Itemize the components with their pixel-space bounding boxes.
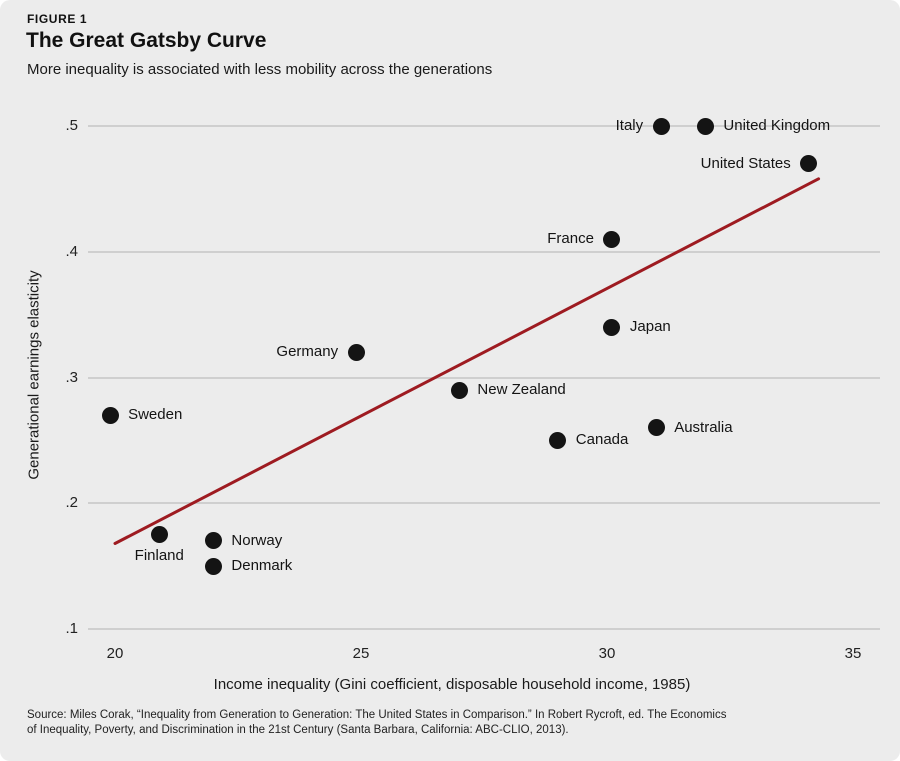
data-point-label-united-states: United States bbox=[700, 154, 791, 172]
data-point-united-states bbox=[800, 155, 818, 173]
data-point-norway bbox=[204, 532, 222, 550]
data-point-label-new-zealand: New Zealand bbox=[477, 381, 566, 399]
data-point-label-germany: Germany bbox=[276, 343, 339, 361]
gridline bbox=[88, 628, 880, 630]
data-point-label-sweden: Sweden bbox=[128, 406, 183, 424]
data-point-denmark bbox=[204, 557, 222, 575]
data-point-new-zealand bbox=[450, 381, 468, 399]
data-point-label-italy: Italy bbox=[615, 117, 644, 134]
x-axis-tick-label: 30 bbox=[598, 645, 616, 662]
y-axis-tick-label: .4 bbox=[65, 242, 78, 260]
data-point-label-denmark: Denmark bbox=[231, 557, 293, 575]
y-axis-tick-label: .2 bbox=[65, 494, 78, 512]
data-point-label-united-kingdom: United Kingdom bbox=[723, 117, 831, 134]
data-point-label-japan: Japan bbox=[629, 318, 671, 336]
figure-label: FIGURE 1 bbox=[27, 12, 88, 26]
data-point-label-france: France bbox=[547, 230, 594, 248]
gridline bbox=[88, 376, 880, 379]
gridline bbox=[88, 125, 880, 127]
chart-title: The Great Gatsby Curve bbox=[26, 29, 267, 52]
data-point-sweden bbox=[101, 406, 119, 424]
data-point-label-canada: Canada bbox=[575, 431, 629, 449]
chart-subtitle: More inequality is associated with less … bbox=[27, 61, 493, 78]
y-axis-tick-label: .1 bbox=[65, 620, 78, 637]
data-point-italy bbox=[652, 117, 670, 135]
data-point-label-finland: Finland bbox=[134, 546, 184, 564]
y-axis-title: Generational earnings elasticity bbox=[25, 270, 43, 480]
y-axis-tick-label: .5 bbox=[65, 117, 78, 134]
data-point-label-australia: Australia bbox=[674, 418, 733, 436]
data-point-finland bbox=[150, 526, 168, 544]
y-axis-tick-label: .3 bbox=[65, 368, 78, 386]
data-point-australia bbox=[647, 419, 665, 437]
source-line-1: Source: Miles Corak, “Inequality from Ge… bbox=[27, 709, 727, 721]
data-point-france bbox=[603, 230, 621, 248]
data-point-canada bbox=[549, 431, 567, 449]
data-point-label-norway: Norway bbox=[231, 531, 283, 549]
x-axis-tick-label: 20 bbox=[106, 645, 124, 662]
source-note: Source: Miles Corak, “Inequality from Ge… bbox=[27, 708, 726, 738]
data-point-germany bbox=[347, 343, 365, 361]
data-point-united-kingdom bbox=[696, 117, 714, 135]
gridline bbox=[88, 502, 880, 505]
x-axis-tick-label: 35 bbox=[844, 645, 862, 662]
x-axis-title: Income inequality (Gini coefficient, dis… bbox=[213, 676, 691, 693]
x-axis-tick-label: 25 bbox=[352, 645, 370, 662]
source-line-2: of Inequality, Poverty, and Discriminati… bbox=[27, 724, 569, 736]
gridline bbox=[88, 250, 880, 253]
data-point-japan bbox=[603, 318, 621, 336]
